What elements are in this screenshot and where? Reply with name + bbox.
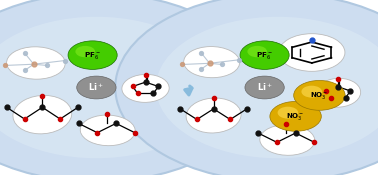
Ellipse shape <box>186 98 241 133</box>
Text: NO$_3^-$: NO$_3^-$ <box>310 90 328 101</box>
Ellipse shape <box>270 102 321 131</box>
Ellipse shape <box>13 95 72 134</box>
Ellipse shape <box>277 107 298 119</box>
Ellipse shape <box>115 0 378 175</box>
Text: Li$^+$: Li$^+$ <box>88 82 104 93</box>
Ellipse shape <box>294 80 345 110</box>
Ellipse shape <box>301 86 322 98</box>
Ellipse shape <box>156 17 378 158</box>
Ellipse shape <box>247 46 267 57</box>
Ellipse shape <box>77 76 116 99</box>
Ellipse shape <box>0 17 218 158</box>
Ellipse shape <box>0 0 259 175</box>
Text: NO$_3^-$: NO$_3^-$ <box>287 111 305 122</box>
Ellipse shape <box>68 41 117 69</box>
Text: PF$_6^-$: PF$_6^-$ <box>256 50 273 61</box>
Ellipse shape <box>184 47 240 78</box>
Ellipse shape <box>260 125 315 155</box>
Ellipse shape <box>316 78 361 107</box>
Text: Li$^+$: Li$^+$ <box>257 82 273 93</box>
Ellipse shape <box>279 34 345 71</box>
Ellipse shape <box>75 46 95 57</box>
Ellipse shape <box>122 74 169 102</box>
Ellipse shape <box>80 115 135 146</box>
FancyArrowPatch shape <box>185 86 192 95</box>
Text: PF$_6^-$: PF$_6^-$ <box>84 50 101 61</box>
Ellipse shape <box>6 47 65 79</box>
Ellipse shape <box>245 76 284 99</box>
Ellipse shape <box>240 41 289 69</box>
